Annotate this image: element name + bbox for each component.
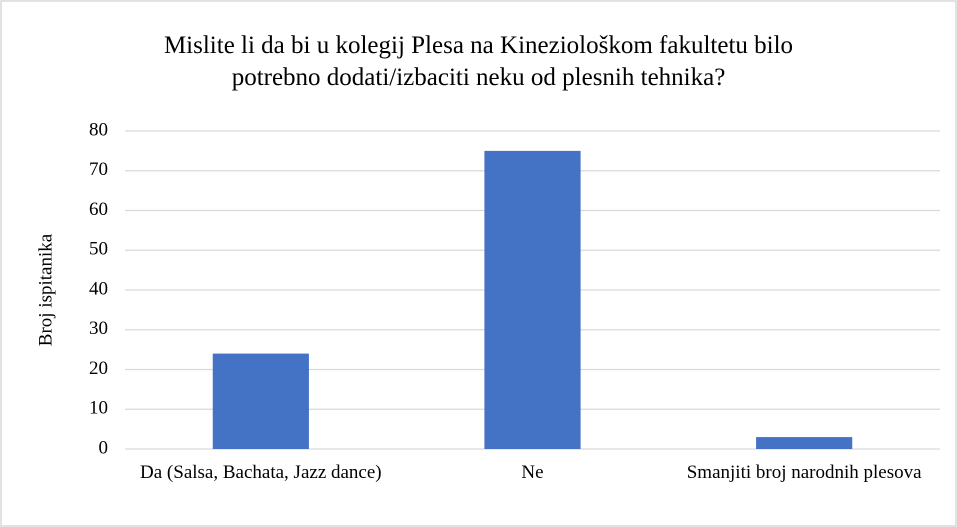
chart-title: Mislite li da bi u kolegij Plesa na Kine… — [163, 32, 794, 91]
bar — [212, 353, 309, 449]
y-tick-label: 60 — [89, 199, 108, 220]
x-tick-box: Smanjiti broj narodnih plesova — [686, 462, 922, 483]
title-box: Mislite li da bi u kolegij Plesa na Kine… — [163, 32, 794, 91]
y-tick-label: 80 — [89, 119, 108, 140]
y-tick-label: 70 — [89, 159, 108, 180]
y-tick-label: 20 — [89, 358, 108, 379]
y-tick-label: 30 — [89, 318, 108, 339]
bar — [484, 150, 581, 449]
x-tick-box: Ne — [521, 462, 544, 483]
x-tick-label: Ne — [521, 462, 544, 483]
x-tick-box: Da (Salsa, Bachata, Jazz dance) — [140, 462, 382, 483]
x-tick-label: Smanjiti broj narodnih plesova — [686, 462, 922, 483]
y-tick-label: 0 — [99, 437, 109, 458]
y-tick-label: 50 — [89, 239, 108, 260]
bar — [756, 437, 853, 449]
y-axis-label: Broj ispitanika — [35, 233, 56, 346]
y-tick-label: 10 — [89, 398, 108, 419]
x-tick-label: Da (Salsa, Bachata, Jazz dance) — [140, 462, 382, 483]
y-tick-label: 40 — [89, 278, 108, 299]
